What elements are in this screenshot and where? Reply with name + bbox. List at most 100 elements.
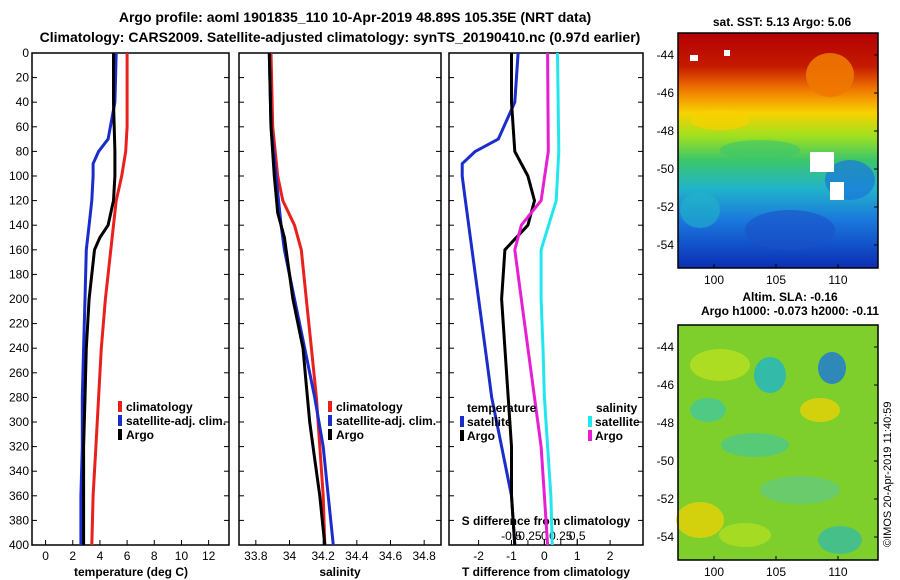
map-lon-tick-label: 105 xyxy=(766,565,786,579)
temperature-tick-label: 8 xyxy=(151,549,158,563)
s-difference-tick-label: 0.5 xyxy=(569,529,586,543)
legend-swatch-satellite xyxy=(328,415,332,426)
legend-swatch-climatology xyxy=(118,401,122,412)
map-lat-tick-label: -44 xyxy=(657,48,675,62)
sst-map xyxy=(677,32,879,269)
salinity-x-axis: 33.8 34 34.2 34.4 34.6 34.8 xyxy=(244,540,436,563)
map-lat-tick-label: -48 xyxy=(657,124,675,138)
legend-label-t-argo: Argo xyxy=(467,429,495,443)
depth-tick-label: 280 xyxy=(9,390,29,404)
missing-data-patch xyxy=(810,152,834,172)
s-difference-tick-label: 0 xyxy=(541,529,548,543)
temperature-tick-label: 2 xyxy=(69,549,76,563)
t-difference-tick-label: 0 xyxy=(541,549,548,563)
missing-data-patch xyxy=(830,182,844,200)
legend-swatch-t-satellite xyxy=(460,416,464,427)
map-lat-tick-label: -52 xyxy=(657,492,675,506)
depth-tick-label: 160 xyxy=(9,243,29,257)
map-lon-tick-label: 105 xyxy=(766,273,786,287)
series-line-argo xyxy=(513,52,550,546)
legend-label-argo: Argo xyxy=(336,428,364,442)
series-line-argo xyxy=(267,52,327,546)
legend-swatch-climatology xyxy=(328,401,332,412)
salinity-tick-label: 33.8 xyxy=(244,549,268,563)
depth-tick-label: 340 xyxy=(9,464,29,478)
difference-legend: temperature salinity satellite Argo sate… xyxy=(460,401,640,443)
map-lon-tick-label: 110 xyxy=(828,565,847,579)
map-lon-tick-label: 110 xyxy=(828,273,847,287)
imos-timestamp: ©IMOS 20-Apr-2019 11:40:59 xyxy=(882,402,894,547)
salinity-panel xyxy=(238,52,442,546)
difference-panel xyxy=(448,52,644,546)
missing-data-patch xyxy=(690,55,698,61)
t-difference-xlabel: T difference from climatology xyxy=(462,565,630,579)
legend-swatch-argo xyxy=(118,429,122,440)
sst-map-title: sat. SST: 5.13 Argo: 5.06 xyxy=(713,15,852,29)
legend-label-t-satellite: satellite xyxy=(467,415,512,429)
map-lon-tick-label: 100 xyxy=(704,565,724,579)
series-line-argo xyxy=(82,53,117,545)
title-line-2: Climatology: CARS2009. Satellite-adjuste… xyxy=(40,29,641,45)
sla-map xyxy=(676,324,879,561)
salinity-tick-label: 34.4 xyxy=(345,549,369,563)
s-difference-x-axis: -0.5-0.25 0 0.250.5 xyxy=(501,529,586,545)
t-difference-tick-label: -2 xyxy=(473,549,484,563)
map-lon-tick-label: 100 xyxy=(704,273,724,287)
temperature-tick-label: 6 xyxy=(124,549,131,563)
depth-tick-label: 360 xyxy=(9,489,29,503)
map-lat-tick-label: -50 xyxy=(657,454,675,468)
map-lat-tick-label: -48 xyxy=(657,416,675,430)
legend-label-climatology: climatology xyxy=(126,400,193,414)
map-lat-tick-label: -46 xyxy=(657,86,675,100)
legend-label-s-satellite: satellite xyxy=(595,415,640,429)
salinity-tick-label: 34.2 xyxy=(311,549,335,563)
sst-texture xyxy=(680,50,875,250)
depth-tick-label: 60 xyxy=(16,120,30,134)
sst-map-lon-axis: 100 105 110 xyxy=(704,264,848,287)
sla-map-title-line-2: Argo h1000: -0.073 h2000: -0.11 xyxy=(701,304,879,318)
profile-lines xyxy=(79,52,561,546)
series-line-argo xyxy=(500,53,536,546)
legend-title-salinity: salinity xyxy=(596,401,638,415)
map-lat-tick-label: -54 xyxy=(657,238,675,252)
temperature-tick-label: 10 xyxy=(175,549,189,563)
depth-tick-label: 180 xyxy=(9,267,29,281)
depth-tick-label: 380 xyxy=(9,513,29,527)
legend-label-satellite: satellite-adj. clim. xyxy=(126,414,226,428)
series-line-satellite-adj-clim- xyxy=(79,52,118,545)
map-lat-tick-label: -50 xyxy=(657,162,675,176)
map-lat-tick-label: -54 xyxy=(657,530,675,544)
legend-label-climatology: climatology xyxy=(336,400,403,414)
temperature-tick-label: 12 xyxy=(202,549,216,563)
missing-data-patch xyxy=(724,50,730,56)
series-line-climatology xyxy=(90,53,129,546)
depth-tick-label: 0 xyxy=(22,46,29,60)
legend-label-satellite: satellite-adj. clim. xyxy=(336,414,436,428)
depth-tick-label: 140 xyxy=(9,218,29,232)
depth-tick-label: 40 xyxy=(16,95,30,109)
temperature-tick-label: 0 xyxy=(42,549,49,563)
t-difference-tick-label: -1 xyxy=(506,549,517,563)
t-difference-tick-label: 1 xyxy=(574,549,581,563)
series-line-satellite xyxy=(460,52,520,546)
temperature-tick-label: 4 xyxy=(97,549,104,563)
t-difference-tick-label: 2 xyxy=(607,549,614,563)
legend-swatch-t-argo xyxy=(460,430,464,441)
depth-tick-label: 260 xyxy=(9,366,29,380)
map-lat-tick-label: -44 xyxy=(657,340,675,354)
legend-label-s-argo: Argo xyxy=(595,429,623,443)
map-lat-tick-label: -46 xyxy=(657,378,675,392)
depth-tick-label: 240 xyxy=(9,341,29,355)
legend-swatch-s-satellite xyxy=(588,416,592,427)
depth-tick-label: 80 xyxy=(16,144,30,158)
sla-map-lon-axis: 100 105 110 xyxy=(704,556,848,579)
legend-swatch-argo xyxy=(328,429,332,440)
sla-map-title-line-1: Altim. SLA: -0.16 xyxy=(742,290,838,304)
legend-label-argo: Argo xyxy=(126,428,154,442)
depth-tick-label: 200 xyxy=(9,292,29,306)
series-line-satellite xyxy=(539,52,561,546)
legend-swatch-s-argo xyxy=(588,430,592,441)
depth-tick-label: 320 xyxy=(9,440,29,454)
map-lat-tick-label: -52 xyxy=(657,200,675,214)
temperature-panel xyxy=(31,52,230,546)
